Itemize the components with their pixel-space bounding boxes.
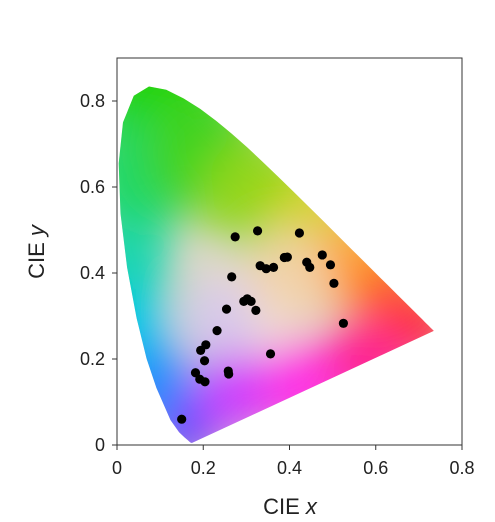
data-point bbox=[200, 377, 210, 387]
data-point bbox=[177, 414, 187, 424]
data-points bbox=[177, 226, 349, 424]
y-tick-label: 0.2 bbox=[80, 349, 105, 369]
y-tick-label: 0.4 bbox=[80, 263, 105, 283]
x-tick-label: 0.6 bbox=[363, 458, 388, 478]
x-axis-label: CIE x bbox=[263, 494, 318, 519]
color-region bbox=[154, 400, 218, 443]
color-region bbox=[247, 231, 332, 315]
x-tick-label: 0.8 bbox=[449, 458, 474, 478]
data-point bbox=[329, 278, 339, 288]
data-point bbox=[294, 228, 305, 238]
data-point bbox=[212, 326, 222, 336]
data-point bbox=[325, 260, 336, 270]
data-point bbox=[268, 262, 279, 273]
y-axis-label: CIE y bbox=[24, 223, 49, 279]
data-point bbox=[305, 262, 315, 273]
y-tick-label: 0.8 bbox=[80, 91, 105, 111]
data-point bbox=[190, 368, 201, 378]
spectral-locus bbox=[118, 86, 434, 443]
color-region bbox=[325, 317, 410, 401]
y-tick-label: 0 bbox=[95, 435, 105, 455]
data-point bbox=[201, 340, 211, 350]
data-point bbox=[338, 318, 349, 328]
data-point bbox=[224, 369, 234, 379]
data-point bbox=[246, 296, 256, 306]
data-point bbox=[317, 250, 327, 260]
x-tick-label: 0.4 bbox=[277, 458, 302, 478]
data-point bbox=[251, 305, 261, 316]
data-point bbox=[221, 304, 232, 314]
data-point bbox=[282, 252, 292, 262]
data-point bbox=[227, 272, 237, 282]
data-point bbox=[230, 232, 240, 242]
data-point bbox=[261, 264, 271, 274]
x-axis: 0 0.2 0.4 0.6 0.8 bbox=[112, 445, 475, 478]
x-tick-label: 0.2 bbox=[191, 458, 216, 478]
y-tick-label: 0.6 bbox=[80, 177, 105, 197]
x-tick-label: 0 bbox=[112, 458, 122, 478]
y-axis: 0 0.2 0.4 0.6 0.8 bbox=[80, 91, 117, 455]
data-point bbox=[252, 226, 263, 236]
color-region bbox=[397, 298, 434, 359]
color-region bbox=[182, 278, 259, 354]
data-point bbox=[265, 349, 276, 359]
data-point bbox=[199, 356, 210, 366]
